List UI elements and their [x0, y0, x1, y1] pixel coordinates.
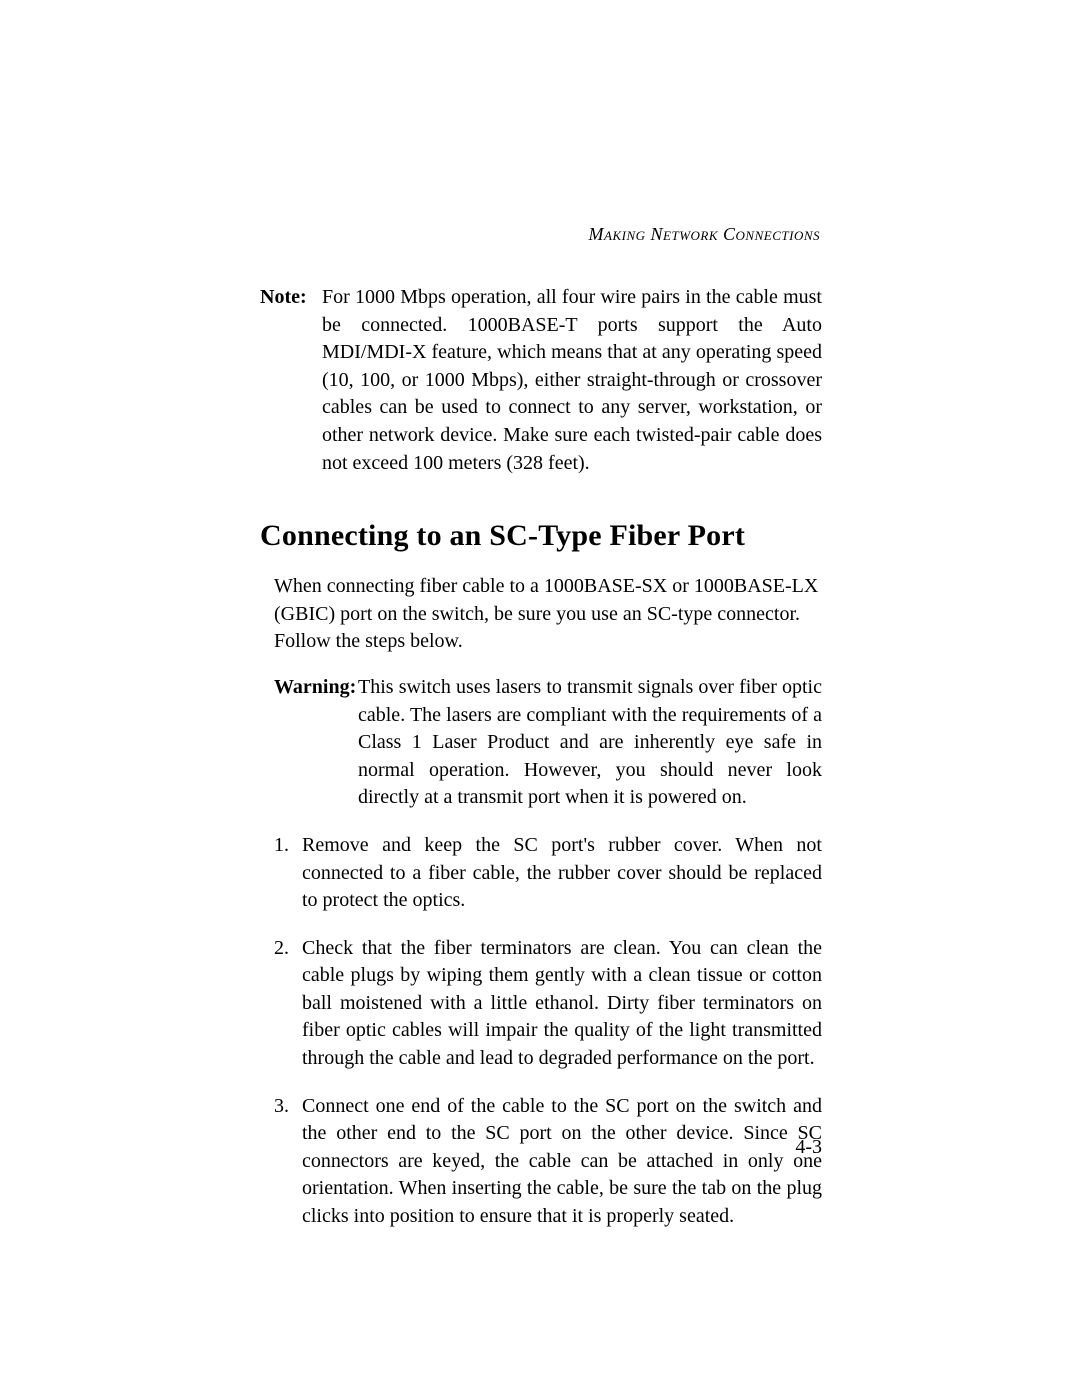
page-number: 4-3: [795, 1136, 822, 1159]
intro-paragraph: When connecting fiber cable to a 1000BAS…: [274, 573, 822, 656]
document-page: Making Network Connections Note: For 100…: [0, 0, 1080, 1397]
step-item: 3. Connect one end of the cable to the S…: [274, 1093, 822, 1231]
page-content: Note: For 1000 Mbps operation, all four …: [260, 280, 822, 1167]
step-marker: 2.: [274, 935, 302, 1073]
step-item: 2. Check that the fiber terminators are …: [274, 935, 822, 1073]
step-text: Connect one end of the cable to the SC p…: [302, 1093, 822, 1231]
warning-text: This switch uses lasers to transmit sign…: [358, 674, 822, 812]
warning-block: Warning: This switch uses lasers to tran…: [274, 674, 822, 812]
step-item: 1. Remove and keep the SC port's rubber …: [274, 832, 822, 915]
step-text: Remove and keep the SC port's rubber cov…: [302, 832, 822, 915]
step-text: Check that the fiber terminators are cle…: [302, 935, 822, 1073]
section-heading: Connecting to an SC-Type Fiber Port: [260, 519, 822, 553]
step-marker: 1.: [274, 832, 302, 915]
step-marker: 3.: [274, 1093, 302, 1231]
note-text: For 1000 Mbps operation, all four wire p…: [322, 284, 822, 477]
running-head: Making Network Connections: [589, 224, 820, 245]
note-block: Note: For 1000 Mbps operation, all four …: [260, 284, 822, 477]
warning-label: Warning:: [274, 674, 358, 812]
note-label: Note:: [260, 284, 322, 477]
